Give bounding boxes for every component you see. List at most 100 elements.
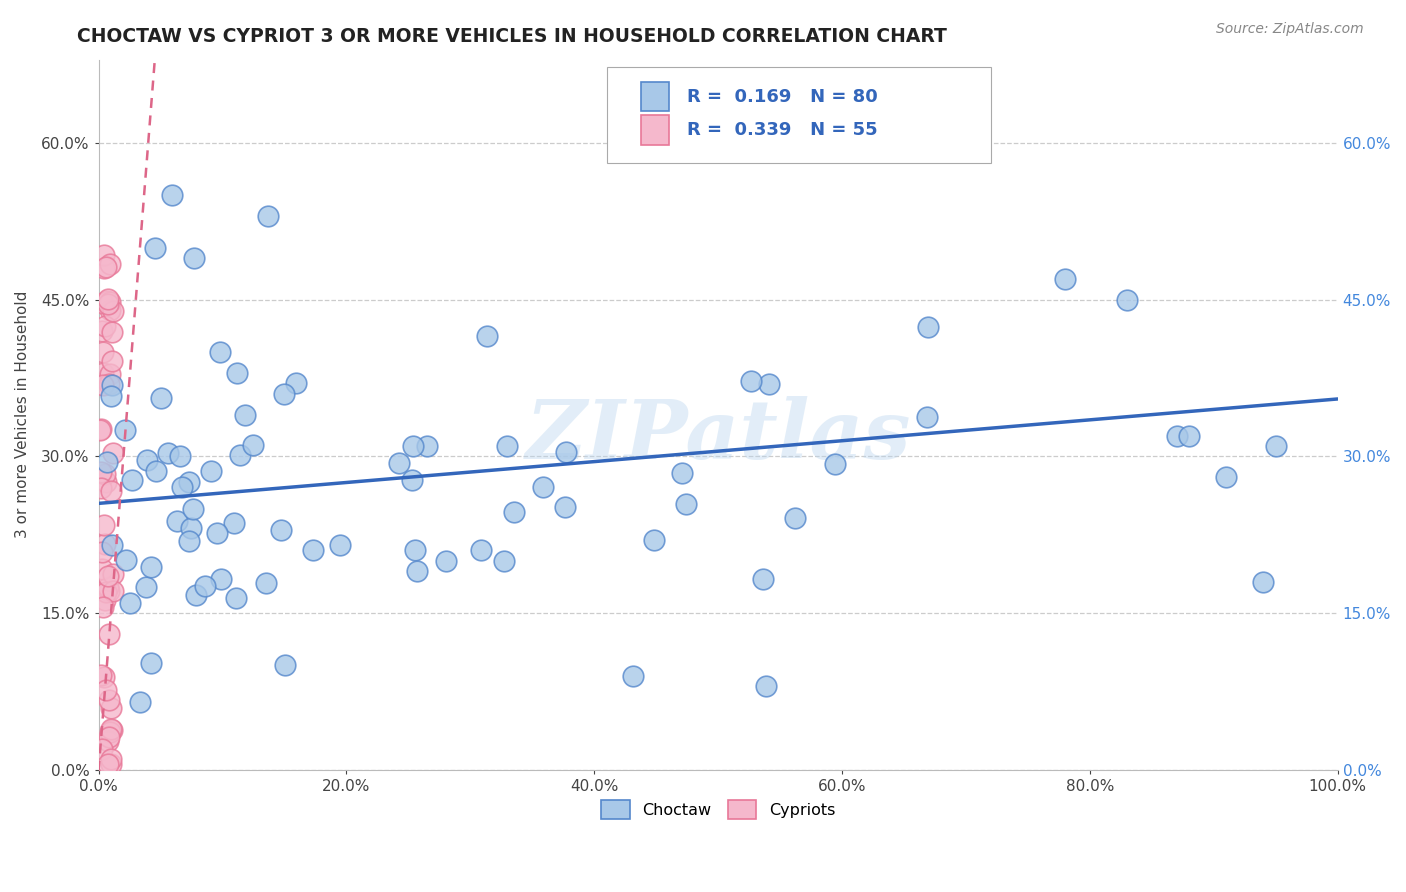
Point [90,741,112,756]
Text: Source: ZipAtlas.com: Source: ZipAtlas.com [1216,22,1364,37]
Point [135,453,157,467]
Point [496,439,519,453]
Point [273,386,295,401]
Point [494,554,516,568]
Point [388,456,411,470]
Point [101,567,124,582]
Point [555,444,578,458]
Point [90,465,112,479]
Point [194,579,217,593]
FancyBboxPatch shape [641,81,669,112]
Point [401,473,423,487]
Point [100,701,122,715]
Point [89,423,111,437]
Point [643,533,665,547]
Point [100,752,122,766]
Point [184,588,207,602]
Point [121,473,143,487]
Point [222,516,245,530]
Point [97,627,120,641]
Point [97,297,120,311]
Point [274,658,297,673]
Point [94,536,117,550]
Point [180,521,202,535]
Point [740,374,762,388]
Point [91,599,114,614]
Point [97,757,120,772]
Point [97,580,120,594]
Point [415,439,437,453]
Point [135,580,157,594]
Point [98,303,121,318]
Point [156,446,179,460]
Point [90,562,112,576]
Point [824,457,846,471]
Point [675,497,697,511]
Point [93,518,115,533]
Point [284,376,307,391]
Point [166,514,188,528]
Point [91,324,114,338]
Point [98,693,121,707]
Point [621,668,644,682]
Point [405,564,427,578]
FancyBboxPatch shape [641,115,669,145]
Point [101,378,124,392]
Point [98,730,121,744]
Point [1054,272,1077,286]
Point [98,257,121,271]
Point [94,475,117,489]
Point [101,723,124,737]
Point [169,449,191,463]
Point [96,683,118,698]
Point [302,543,325,558]
Point [671,466,693,480]
Point [90,667,112,681]
Point [118,596,141,610]
Point [228,449,250,463]
Point [114,423,136,437]
Point [141,656,163,670]
Point [91,295,114,310]
Point [149,392,172,406]
Text: CHOCTAW VS CYPRIOT 3 OR MORE VEHICLES IN HOUSEHOLD CORRELATION CHART: CHOCTAW VS CYPRIOT 3 OR MORE VEHICLES IN… [77,27,948,45]
Point [755,679,778,693]
Point [170,480,193,494]
Point [94,593,117,607]
Point [100,388,122,402]
Point [1116,293,1139,307]
Point [90,421,112,435]
Point [93,670,115,684]
Point [475,329,498,343]
Text: ZIPatlas: ZIPatlas [526,396,911,476]
Point [226,366,249,380]
Point [101,354,124,368]
Point [91,345,114,359]
Point [503,505,526,519]
Point [94,584,117,599]
Point [181,502,204,516]
Point [141,560,163,574]
Point [91,545,114,559]
Point [115,553,138,567]
Point [183,251,205,265]
Point [101,446,124,460]
Point [225,591,247,606]
Text: R =  0.169   N = 80: R = 0.169 N = 80 [688,87,877,105]
Point [94,467,117,481]
Point [100,538,122,552]
Point [96,294,118,309]
Point [531,480,554,494]
Point [270,524,292,538]
Point [329,538,352,552]
Point [101,303,124,318]
Point [915,410,938,425]
Point [129,695,152,709]
Point [209,572,232,586]
Point [470,543,492,558]
Point [96,455,118,469]
Point [93,318,115,333]
Legend: Choctaw, Cypriots: Choctaw, Cypriots [595,793,842,826]
Point [98,725,121,739]
Point [242,438,264,452]
